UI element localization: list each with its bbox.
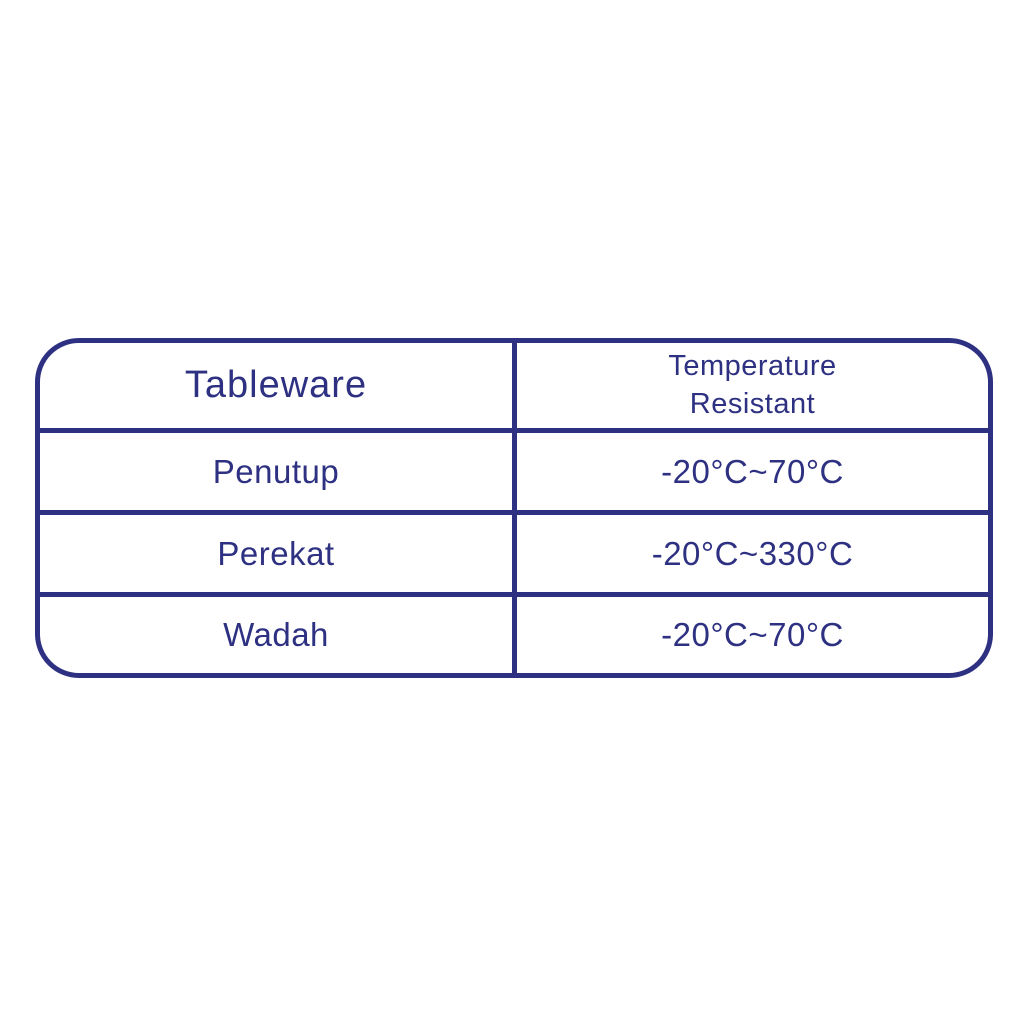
tableware-name-label: Penutup [212,452,340,490]
tableware-name-label: Wadah [223,616,329,653]
tableware-name-label: Perekat [217,534,335,572]
temperature-resistance-table: Tableware Temperature Resistant Penutup … [35,338,993,678]
header-cell-temperature: Temperature Resistant [512,343,988,428]
temperature-range-label: -20°C~70°C [661,452,844,490]
cell-temperature-range: -20°C~70°C [512,433,988,510]
cell-tableware-name: Perekat [40,515,512,592]
header-cell-tableware: Tableware [40,343,512,428]
temperature-range-label: -20°C~70°C [661,616,844,653]
table-row: Wadah -20°C~70°C [40,592,988,673]
cell-temperature-range: -20°C~70°C [512,597,988,673]
table-row: Perekat -20°C~330°C [40,510,988,592]
cell-temperature-range: -20°C~330°C [512,515,988,592]
header-label-temperature: Temperature Resistant [668,349,837,420]
cell-tableware-name: Wadah [40,597,512,673]
header-label-tableware: Tableware [184,364,368,406]
table-header-row: Tableware Temperature Resistant [40,343,988,428]
cell-tableware-name: Penutup [40,433,512,510]
temperature-range-label: -20°C~330°C [651,534,854,572]
table-row: Penutup -20°C~70°C [40,428,988,510]
